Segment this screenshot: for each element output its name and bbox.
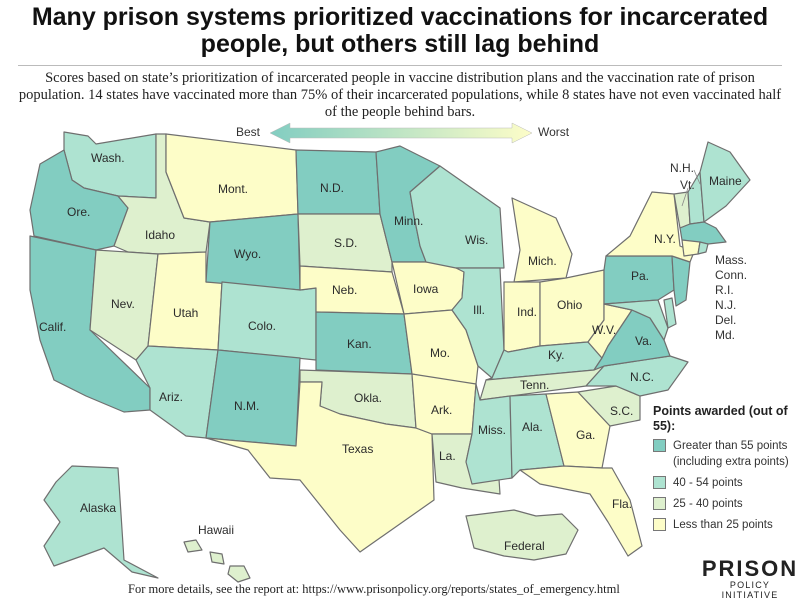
legend-title: Points awarded (out of 55):: [653, 404, 788, 433]
label-pa: Pa.: [631, 269, 649, 283]
label-nj: N.J.: [715, 298, 737, 312]
label-mo: Mo.: [430, 346, 450, 360]
legend-label: Less than 25 points: [673, 519, 773, 531]
label-ga: Ga.: [576, 428, 595, 442]
label-la: La.: [439, 449, 456, 463]
label-in: Ind.: [517, 305, 537, 319]
state-mt: [165, 133, 299, 223]
scale-best-label: Best: [236, 125, 261, 139]
logo-main: PRISON: [701, 556, 799, 581]
state-nj: [671, 255, 691, 307]
label-il: Ill.: [473, 303, 485, 317]
label-md: Md.: [715, 328, 736, 342]
state-nm: [205, 349, 301, 447]
label-ms: Miss.: [478, 423, 506, 437]
legend-swatch: [653, 439, 666, 452]
label-az: Ariz.: [159, 390, 183, 404]
label-tn: Tenn.: [520, 378, 549, 392]
state-mi: [511, 197, 573, 283]
label-ca: Calif.: [39, 320, 66, 334]
logo-sub: POLICY INITIATIVE: [721, 580, 779, 600]
title-divider: [18, 65, 782, 66]
legend-swatch: [653, 497, 666, 510]
logo: PRISON POLICY INITIATIVE: [700, 558, 800, 600]
state-fl: [519, 465, 643, 557]
state-tx: [205, 381, 435, 553]
label-wa: Wash.: [91, 151, 125, 165]
label-ri: R.I.: [715, 283, 734, 297]
legend-item-25-40: 25 - 40 points: [653, 496, 800, 512]
state-il: [451, 267, 505, 379]
label-wy: Wyo.: [234, 247, 261, 261]
state-wi: [409, 165, 505, 269]
state-ga: [545, 391, 611, 469]
label-mt: Mont.: [218, 182, 248, 196]
label-mi: Mich.: [528, 254, 557, 268]
label-oh: Ohio: [557, 298, 583, 312]
label-sc: S.C.: [610, 404, 633, 418]
label-me: Maine: [709, 174, 742, 188]
label-nv: Nev.: [111, 297, 135, 311]
label-federal: Federal: [504, 539, 545, 553]
label-fl: Fla.: [612, 497, 632, 511]
label-or: Ore.: [67, 205, 90, 219]
legend-label: 40 - 54 points: [673, 477, 743, 489]
label-al: Ala.: [522, 420, 543, 434]
legend-swatch: [653, 518, 666, 531]
leader-vt: [681, 187, 689, 207]
chart-title: Many prison systems prioritized vaccinat…: [31, 3, 769, 58]
label-ky: Ky.: [548, 348, 564, 362]
state-hi: [227, 565, 251, 583]
state-federal: [465, 509, 579, 561]
label-wv: W.V.: [592, 323, 616, 337]
label-hi: Hawaii: [198, 523, 234, 537]
label-ak: Alaska: [80, 501, 116, 515]
state-ct: [681, 239, 701, 257]
legend-label: 25 - 40 points: [673, 498, 743, 510]
state-ak: [43, 465, 159, 579]
state-sd: [297, 213, 393, 273]
label-va: Va.: [635, 334, 652, 348]
label-de: Del.: [715, 313, 737, 327]
label-ut: Utah: [173, 306, 198, 320]
state-hi: [183, 539, 203, 553]
legend-item-less-than-25: Less than 25 points: [653, 517, 800, 533]
label-ny: N.Y.: [654, 232, 676, 246]
label-wi: Wis.: [465, 233, 488, 247]
label-ks: Kan.: [347, 337, 372, 351]
label-id: Idaho: [145, 228, 175, 242]
label-sd: S.D.: [334, 236, 357, 250]
label-ar: Ark.: [431, 403, 452, 417]
label-mn: Minn.: [394, 214, 423, 228]
label-nc: N.C.: [630, 370, 654, 384]
scale-worst-label: Worst: [538, 125, 570, 139]
label-ct: Conn.: [715, 268, 748, 282]
state-de: [663, 297, 677, 329]
label-ma: Mass.: [715, 253, 748, 267]
state-ny: [605, 191, 695, 263]
state-sc: [577, 385, 641, 427]
scale-arrow: [269, 122, 533, 144]
label-ia: Iowa: [413, 282, 439, 296]
label-tx: Texas: [342, 442, 373, 456]
label-co: Colo.: [248, 319, 276, 333]
legend-swatch: [653, 476, 666, 489]
legend-item-40-54: 40 - 54 points: [653, 475, 800, 491]
label-ok: Okla.: [354, 391, 382, 405]
state-hi: [209, 551, 225, 565]
leader-nh: [693, 169, 701, 185]
legend-label: Greater than 55 points (including extra …: [673, 440, 789, 468]
state-ri: [697, 241, 709, 255]
label-vt: Vt.: [680, 178, 695, 192]
footer-source: For more details, see the report at: htt…: [128, 582, 620, 596]
legend: Points awarded (out of 55): Greater than…: [653, 404, 800, 538]
label-nd: N.D.: [320, 181, 344, 195]
label-nh: N.H.: [670, 161, 694, 175]
label-ne: Neb.: [332, 283, 357, 297]
legend-item-greater-than-55: Greater than 55 points (including extra …: [653, 438, 800, 470]
label-nm: N.M.: [234, 399, 259, 413]
chart-subtitle: Scores based on state’s prioritization o…: [18, 70, 782, 120]
